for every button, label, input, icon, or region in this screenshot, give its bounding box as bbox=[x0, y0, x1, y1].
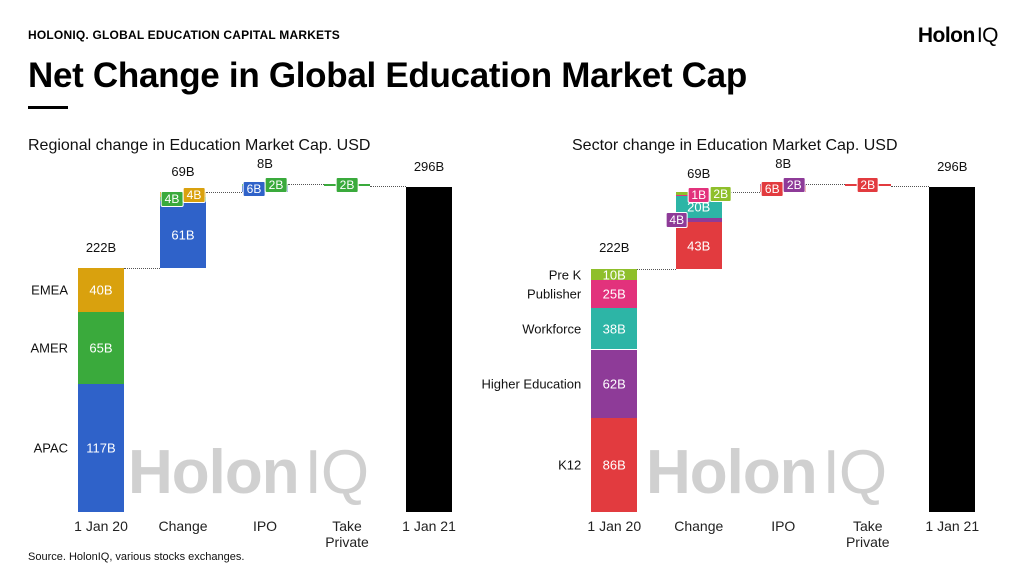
watermark-text: Holon bbox=[646, 438, 818, 507]
value-label: 40B bbox=[89, 282, 113, 298]
x-tick-label: Change bbox=[158, 518, 208, 534]
total-label: 296B bbox=[937, 159, 968, 174]
x-tick-label: Change bbox=[674, 518, 724, 534]
watermark-suffix: IQ bbox=[304, 438, 369, 507]
value-label: 117B bbox=[86, 440, 116, 456]
bar-segment bbox=[78, 312, 124, 384]
value-chip: 4B bbox=[182, 186, 206, 203]
series-label: Workforce bbox=[522, 321, 582, 337]
value-label: 62B bbox=[602, 376, 626, 392]
bar-segment bbox=[591, 307, 638, 350]
total-bar bbox=[406, 187, 452, 512]
value-chip: 2B bbox=[782, 176, 806, 193]
series-label: AMER bbox=[30, 340, 68, 356]
title-rule bbox=[28, 106, 68, 109]
connector bbox=[288, 183, 324, 185]
bar-segment bbox=[591, 280, 638, 308]
x-tick-label: Take Private bbox=[325, 518, 369, 550]
connector bbox=[370, 185, 406, 187]
connector bbox=[721, 192, 761, 194]
value-chip: 4B bbox=[160, 191, 184, 208]
value-chip: 4B bbox=[665, 211, 689, 228]
bar-segment bbox=[78, 268, 124, 313]
bar-segment bbox=[591, 417, 638, 512]
brand: HOLONIQ. bbox=[28, 28, 89, 42]
logo-text: Holon bbox=[917, 24, 975, 47]
series-label: K12 bbox=[558, 457, 582, 473]
series-label: EMEA bbox=[31, 282, 68, 298]
value-label: 61B bbox=[171, 227, 195, 243]
source: Source. HolonIQ, various stocks exchange… bbox=[28, 551, 245, 563]
series-label: APAC bbox=[33, 440, 68, 456]
x-tick-label: Take Private bbox=[845, 518, 890, 550]
title: Net Change in Global Education Market Ca… bbox=[28, 56, 747, 95]
bar-segment bbox=[591, 269, 638, 281]
total-label: 69B bbox=[171, 164, 195, 180]
total-label: 8B bbox=[775, 155, 792, 171]
chart-title: Regional change in Education Market Cap.… bbox=[28, 137, 371, 154]
connector bbox=[637, 269, 676, 271]
x-tick-label: IPO bbox=[252, 518, 278, 534]
total-label: 8B bbox=[257, 155, 273, 171]
watermark: HolonIQ bbox=[128, 437, 369, 508]
chart-title: Sector change in Education Market Cap. U… bbox=[572, 137, 898, 154]
connector bbox=[124, 268, 160, 270]
value-label: 43B bbox=[687, 238, 711, 254]
connector bbox=[206, 192, 242, 194]
bar-segment bbox=[591, 349, 638, 418]
bar-segment bbox=[675, 222, 722, 270]
value-chip: 2B bbox=[856, 176, 880, 193]
value-label: 25B bbox=[602, 286, 626, 302]
value-label: 86B bbox=[602, 457, 626, 473]
section: GLOBAL EDUCATION CAPITAL MARKETS bbox=[92, 28, 340, 42]
bar-segment bbox=[160, 201, 206, 269]
connector bbox=[890, 185, 930, 187]
total-label: 296B bbox=[413, 159, 445, 174]
x-tick-label: 1 Jan 21 bbox=[402, 518, 456, 534]
value-chip: 2B bbox=[709, 185, 733, 202]
logo-suffix: IQ bbox=[976, 24, 999, 47]
value-label: 10B bbox=[602, 267, 626, 283]
x-tick-label: 1 Jan 20 bbox=[587, 518, 642, 534]
x-tick-label: IPO bbox=[771, 518, 796, 534]
total-label: 222B bbox=[599, 240, 630, 256]
total-label: 69B bbox=[687, 165, 711, 181]
logo: HolonIQ bbox=[917, 24, 999, 48]
series-label: Higher Education bbox=[481, 376, 582, 392]
series-label: Publisher bbox=[527, 286, 582, 302]
bar-segment bbox=[675, 217, 722, 223]
x-tick-label: 1 Jan 20 bbox=[74, 518, 128, 534]
value-chip: 1B bbox=[687, 187, 711, 204]
connector bbox=[806, 183, 845, 185]
total-label: 222B bbox=[85, 240, 117, 256]
value-label: 38B bbox=[602, 321, 626, 337]
value-label: 65B bbox=[89, 340, 113, 356]
watermark-suffix: IQ bbox=[822, 438, 887, 507]
watermark-text: Holon bbox=[128, 438, 300, 507]
bar-segment bbox=[78, 383, 124, 512]
header: HOLONIQ. GLOBAL EDUCATION CAPITAL MARKET… bbox=[28, 28, 340, 42]
series-label: Pre K bbox=[548, 267, 582, 283]
total-bar bbox=[929, 187, 976, 512]
x-tick-label: 1 Jan 21 bbox=[925, 518, 980, 534]
value-chip: 6B bbox=[760, 181, 784, 198]
value-chip: 2B bbox=[264, 176, 288, 193]
value-chip: 6B bbox=[242, 181, 266, 198]
watermark: HolonIQ bbox=[646, 437, 887, 508]
value-chip: 2B bbox=[335, 176, 359, 193]
